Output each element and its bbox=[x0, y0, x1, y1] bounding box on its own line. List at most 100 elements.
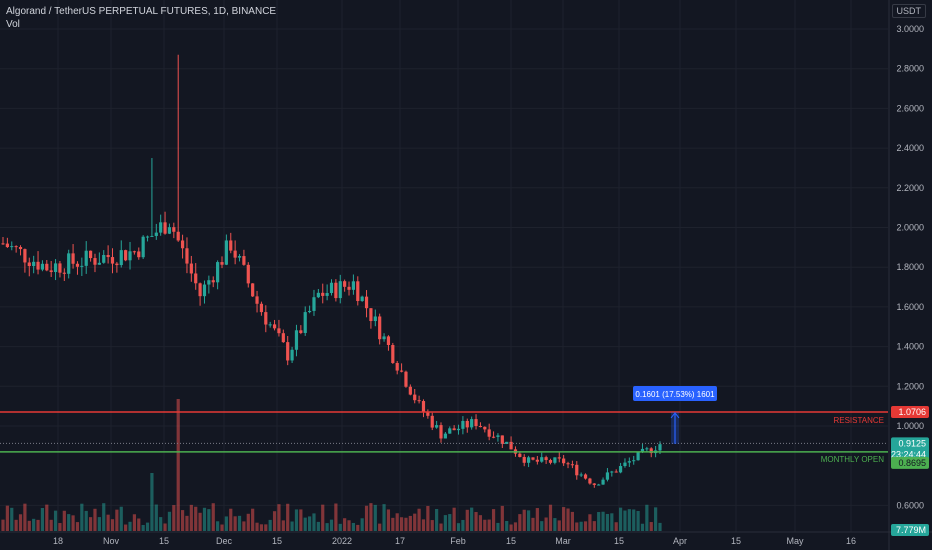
candle-body bbox=[290, 349, 294, 361]
volume-bar bbox=[575, 522, 579, 531]
candle-body bbox=[45, 263, 49, 271]
volume-bar bbox=[316, 521, 320, 531]
candle-body bbox=[649, 448, 653, 454]
volume-bar bbox=[36, 519, 40, 531]
candle-body bbox=[167, 227, 172, 234]
candle-body bbox=[461, 420, 465, 429]
volume-bar bbox=[137, 518, 141, 531]
candles bbox=[1, 54, 662, 488]
volume-bar bbox=[172, 505, 176, 531]
candle-body bbox=[351, 281, 355, 290]
candle-body bbox=[124, 250, 128, 261]
candle-body bbox=[281, 333, 285, 343]
candle-body bbox=[553, 457, 557, 463]
x-tick-label: 15 bbox=[159, 536, 169, 546]
candle-body bbox=[1, 243, 5, 245]
candle-body bbox=[417, 400, 421, 402]
candle-body bbox=[487, 429, 491, 437]
candle-body bbox=[452, 428, 456, 431]
candle-body bbox=[189, 263, 193, 274]
x-tick-label: Mar bbox=[555, 536, 571, 546]
candle-body bbox=[548, 460, 553, 463]
candle-body bbox=[194, 273, 198, 284]
volume-bar bbox=[224, 516, 228, 531]
volume-bar bbox=[360, 518, 364, 531]
candle-body bbox=[211, 280, 215, 283]
candle-body bbox=[544, 457, 548, 461]
candle-body bbox=[277, 328, 281, 334]
candle-body bbox=[443, 433, 447, 439]
volume-bar bbox=[382, 504, 386, 531]
volume-bar bbox=[601, 511, 605, 531]
volume-price-tag bbox=[891, 524, 929, 536]
candle-body bbox=[312, 297, 316, 311]
candle-body bbox=[614, 471, 618, 473]
time-axis: 18 Nov 15 Dec 15 2022 17 Feb 15 Mar 15 Apr 15 May 16 bbox=[0, 531, 932, 546]
candle-body bbox=[106, 254, 110, 258]
volume-bar bbox=[605, 513, 610, 531]
current-price-tag-text: 23:24:44 bbox=[891, 449, 926, 459]
candle-body bbox=[575, 464, 579, 476]
current-price-tag bbox=[891, 437, 929, 461]
volume-bar bbox=[452, 507, 456, 531]
candle-body bbox=[202, 284, 207, 297]
volume-bar bbox=[364, 505, 369, 531]
candle-body bbox=[645, 448, 649, 450]
candle-body bbox=[623, 462, 627, 467]
candle-body bbox=[583, 474, 588, 479]
currency-unit-button[interactable]: USDT bbox=[891, 4, 926, 18]
x-tick-label: 15 bbox=[506, 536, 516, 546]
y-tick-label: 3.0000 bbox=[896, 24, 924, 34]
volume-bar bbox=[93, 508, 97, 531]
current-price-tag-text: 0.9125 bbox=[898, 438, 926, 448]
volume-bar bbox=[325, 523, 329, 531]
candle-body bbox=[321, 292, 325, 296]
volume-bar bbox=[426, 505, 430, 531]
resistance-label: RESISTANCE bbox=[833, 416, 884, 425]
volume-bar bbox=[189, 504, 193, 531]
x-tick-label: 2022 bbox=[332, 536, 352, 546]
volume-bar bbox=[53, 510, 58, 531]
x-tick-label: 18 bbox=[53, 536, 63, 546]
volume-bar bbox=[308, 516, 312, 531]
volume-bar bbox=[10, 507, 14, 531]
candle-body bbox=[378, 316, 382, 340]
y-tick-label: 2.2000 bbox=[896, 183, 924, 193]
volume-bar bbox=[649, 522, 653, 531]
volume-bar bbox=[62, 510, 66, 531]
candle-body bbox=[27, 262, 31, 267]
volume-bar bbox=[509, 524, 513, 531]
candle-body bbox=[176, 231, 180, 241]
candle-body bbox=[338, 281, 342, 299]
candle-body bbox=[14, 246, 18, 248]
candle-body bbox=[180, 240, 185, 249]
volume-bar bbox=[496, 522, 500, 531]
candle-body bbox=[58, 263, 62, 273]
y-tick-label: 2.8000 bbox=[896, 64, 924, 74]
candle-body bbox=[308, 310, 312, 313]
candle-body bbox=[500, 435, 504, 444]
candle-body bbox=[535, 459, 539, 462]
volume-bar bbox=[527, 510, 531, 531]
volume-bar bbox=[487, 519, 491, 531]
candle-body bbox=[373, 316, 377, 322]
volume-bar bbox=[176, 399, 180, 531]
volume-bar bbox=[159, 517, 163, 531]
volume-bar bbox=[531, 517, 535, 531]
y-tick-label: 2.6000 bbox=[896, 103, 924, 113]
volume-bar bbox=[597, 512, 601, 531]
volume-bar bbox=[119, 506, 123, 531]
volume-bar bbox=[185, 515, 189, 531]
volume-bar bbox=[439, 523, 443, 531]
volume-bar bbox=[67, 514, 71, 531]
volume-bar bbox=[553, 518, 557, 531]
volume-bar bbox=[540, 521, 544, 531]
candle-body bbox=[84, 250, 88, 266]
volume-bar bbox=[470, 507, 474, 531]
candle-body bbox=[369, 308, 373, 322]
candle-body bbox=[316, 292, 320, 298]
volume-bar bbox=[97, 517, 101, 531]
candle-body bbox=[286, 342, 290, 361]
x-tick-label: Dec bbox=[216, 536, 233, 546]
